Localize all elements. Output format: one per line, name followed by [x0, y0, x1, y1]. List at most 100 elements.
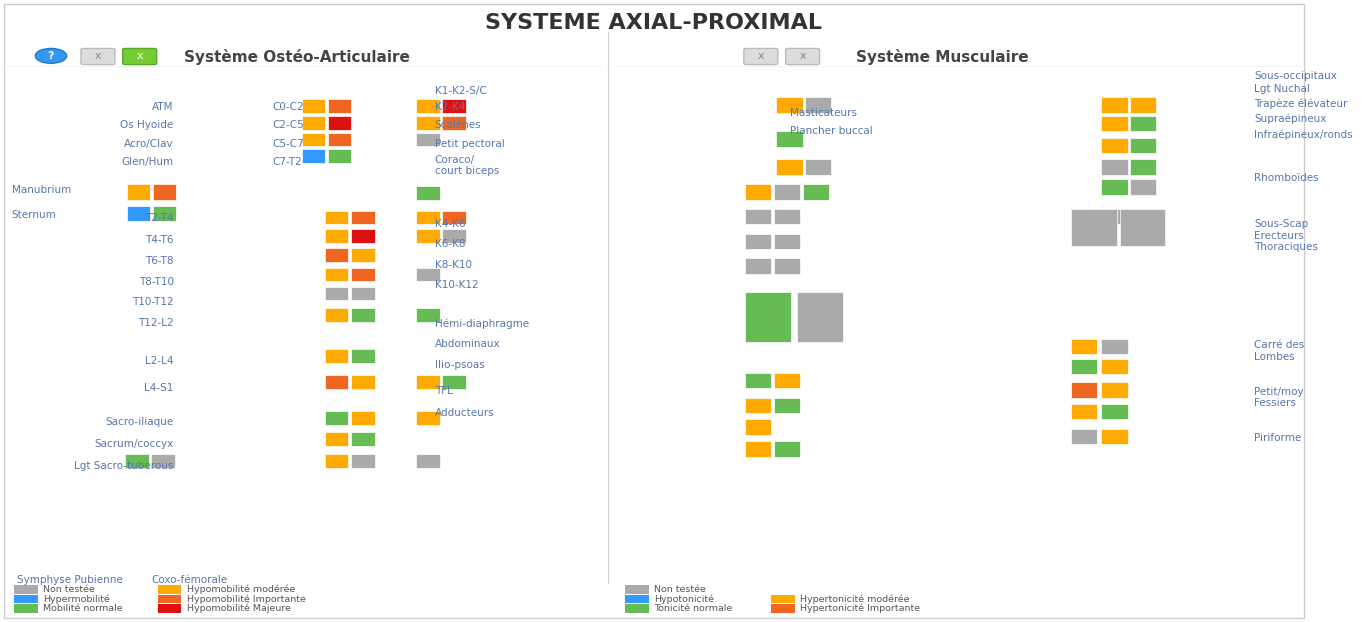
Bar — [1131, 98, 1157, 113]
Bar — [805, 98, 831, 113]
Text: Petit/moy
Fessiers: Petit/moy Fessiers — [1254, 387, 1304, 409]
Text: Os Hyoide: Os Hyoide — [120, 120, 173, 130]
Bar — [153, 184, 176, 200]
Text: Hémi-diaphragme: Hémi-diaphragme — [435, 318, 529, 328]
Bar — [802, 184, 829, 200]
Bar — [325, 267, 348, 281]
Bar — [1071, 359, 1098, 374]
Bar — [1101, 116, 1128, 131]
Text: x: x — [757, 52, 764, 62]
Text: Masticateurs: Masticateurs — [790, 108, 857, 118]
Text: Coxo-fémorale: Coxo-fémorale — [151, 575, 228, 585]
Bar — [625, 604, 649, 613]
Bar — [416, 186, 439, 200]
FancyBboxPatch shape — [80, 49, 115, 65]
Text: Hypotonicité: Hypotonicité — [653, 594, 713, 604]
Text: Hypomobilité Majeure: Hypomobilité Majeure — [187, 603, 291, 613]
Text: Acro/Clav: Acro/Clav — [124, 139, 173, 149]
Bar — [416, 230, 439, 243]
Bar — [1071, 404, 1098, 419]
Text: Sous-occipitaux: Sous-occipitaux — [1254, 71, 1337, 81]
Text: Trapèze élévateur: Trapèze élévateur — [1254, 98, 1348, 109]
Text: Abdominaux: Abdominaux — [435, 340, 501, 350]
Text: K1-K2-S/C: K1-K2-S/C — [435, 86, 487, 96]
Bar — [351, 376, 375, 389]
Bar — [15, 604, 38, 613]
Bar — [325, 211, 348, 225]
Text: SYSTEME AXIAL-PROXIMAL: SYSTEME AXIAL-PROXIMAL — [486, 13, 822, 33]
Bar — [15, 585, 38, 594]
Bar — [745, 373, 771, 388]
Bar — [625, 595, 649, 603]
Bar — [151, 454, 175, 468]
Bar — [158, 604, 181, 613]
Bar — [745, 209, 771, 225]
Text: T2-T4: T2-T4 — [145, 213, 173, 223]
Text: Non testée: Non testée — [653, 585, 705, 594]
Text: Système Ostéo-Articulaire: Système Ostéo-Articulaire — [184, 49, 411, 65]
Bar — [416, 116, 439, 129]
FancyBboxPatch shape — [123, 49, 157, 65]
Bar — [745, 441, 771, 457]
Bar — [351, 230, 375, 243]
Bar — [158, 585, 181, 594]
Bar — [325, 350, 348, 363]
Bar — [1101, 209, 1128, 225]
Text: T6-T8: T6-T8 — [145, 256, 173, 266]
Bar — [351, 248, 375, 262]
Text: K8-K10: K8-K10 — [435, 259, 472, 269]
Bar — [416, 411, 439, 425]
Bar — [325, 432, 348, 446]
Text: Coraco/
court biceps: Coraco/ court biceps — [435, 155, 499, 176]
Text: Glen/Hum: Glen/Hum — [121, 157, 173, 167]
Bar — [771, 595, 795, 603]
Bar — [442, 116, 466, 129]
Bar — [1101, 98, 1128, 113]
Bar — [745, 397, 771, 413]
Bar — [1071, 209, 1117, 246]
Bar — [1101, 429, 1128, 444]
Bar — [327, 132, 351, 146]
Bar — [301, 132, 325, 146]
Bar — [127, 184, 150, 200]
Bar — [776, 98, 802, 113]
Bar — [325, 376, 348, 389]
Bar — [1071, 339, 1098, 355]
Text: Erecteurs
Thoraciques: Erecteurs Thoraciques — [1254, 231, 1318, 253]
Bar — [745, 184, 771, 200]
Bar — [625, 585, 649, 594]
Text: T4-T6: T4-T6 — [145, 234, 173, 245]
Bar — [773, 441, 799, 457]
Bar — [325, 454, 348, 468]
Text: Manubrium: Manubrium — [12, 185, 71, 195]
Bar — [301, 149, 325, 163]
Bar — [325, 230, 348, 243]
Bar — [158, 595, 181, 603]
Text: K4-K6: K4-K6 — [435, 220, 465, 230]
FancyBboxPatch shape — [743, 49, 777, 65]
Bar — [351, 211, 375, 225]
Text: Supraépineux: Supraépineux — [1254, 114, 1326, 124]
Bar — [325, 308, 348, 322]
Bar — [416, 308, 439, 322]
Bar — [351, 267, 375, 281]
Text: x: x — [94, 52, 101, 62]
Text: Infraépineux/ronds: Infraépineux/ronds — [1254, 129, 1353, 140]
Text: Hypomobilité Importante: Hypomobilité Importante — [187, 594, 306, 604]
Text: Mobilité normale: Mobilité normale — [44, 604, 123, 613]
Text: x: x — [799, 52, 806, 62]
Text: L2-L4: L2-L4 — [145, 356, 173, 366]
Bar — [1101, 382, 1128, 397]
Text: TFL: TFL — [435, 386, 453, 396]
Bar — [1101, 159, 1128, 175]
FancyBboxPatch shape — [786, 49, 820, 65]
Bar — [442, 230, 466, 243]
Text: Hypermobilité: Hypermobilité — [44, 594, 110, 604]
Bar — [125, 454, 149, 468]
Bar — [773, 373, 799, 388]
Bar — [745, 419, 771, 435]
Bar — [327, 116, 351, 129]
Bar — [773, 184, 799, 200]
Bar — [1071, 209, 1098, 225]
Bar — [351, 287, 375, 300]
